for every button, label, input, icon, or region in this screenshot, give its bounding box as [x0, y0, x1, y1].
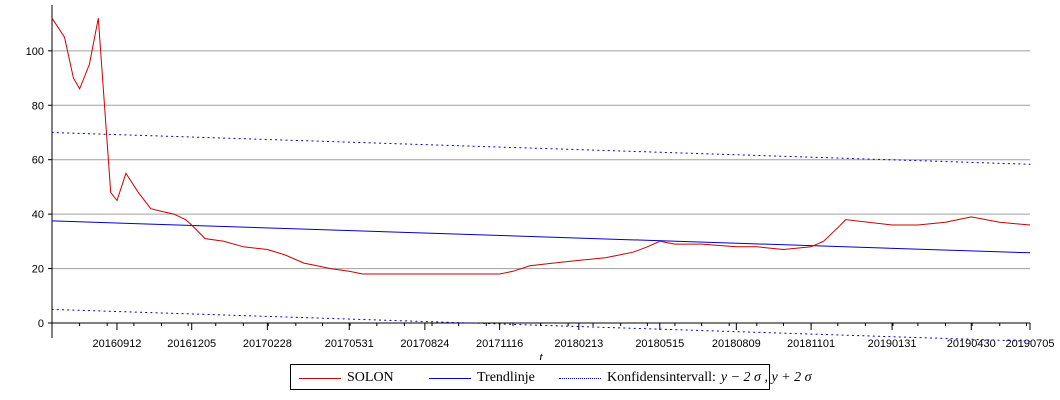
legend-math-confidence: y − 2 σ , y + 2 σ [720, 370, 812, 385]
legend: SOLON Trendlinje Konfidensintervall: y −… [290, 364, 812, 390]
legend-swatch-confidence [559, 377, 601, 379]
y-tick-label-40: 40 [32, 209, 44, 221]
x-tick-label-20181101: 20181101 [787, 338, 835, 350]
legend-item-solon: SOLON [299, 369, 394, 387]
x-axis-title: t [539, 349, 543, 360]
series-trendlinje [51, 220, 1031, 254]
x-tick-label-20161205: 20161205 [167, 338, 216, 350]
x-tick-label-20180809: 20180809 [712, 338, 761, 350]
series-confidence-upper [51, 132, 1031, 165]
y-tick-label-80: 80 [32, 100, 44, 112]
legend-label-solon: SOLON [347, 370, 394, 385]
x-tick-label-20180515: 20180515 [635, 338, 684, 350]
x-tick-label-20170228: 20170228 [243, 338, 292, 350]
legend-swatch-trend [429, 377, 471, 379]
x-tick-label-20170824: 20170824 [400, 338, 449, 350]
x-tick-label-20160912: 20160912 [92, 338, 141, 350]
legend-label-confidence: Konfidensintervall: [607, 370, 716, 385]
legend-item-confidence: Konfidensintervall: y − 2 σ , y + 2 σ [559, 369, 812, 387]
series-solon [51, 17, 1031, 275]
y-tick-label-20: 20 [32, 264, 44, 276]
x-tick-label-20190430: 20190430 [947, 338, 996, 350]
y-tick-label-60: 60 [32, 155, 44, 167]
series-group [51, 17, 1031, 342]
x-axis-ticks: 20160912 20161205 20170228 20170531 20170824… [51, 323, 1055, 350]
gridlines [52, 50, 1030, 270]
series-confidence-lower [51, 308, 1031, 342]
y-tick-label-100: 100 [26, 46, 44, 58]
legend-label-trend: Trendlinje [477, 370, 535, 385]
x-tick-label-20190705: 20190705 [1006, 338, 1055, 350]
y-tick-label-0: 0 [38, 318, 44, 330]
legend-item-trend: Trendlinje [429, 369, 535, 387]
legend-swatch-solon [299, 377, 341, 379]
x-tick-label-20171116: 20171116 [476, 338, 523, 350]
x-tick-label-20170531: 20170531 [325, 338, 374, 350]
x-tick-label-20190131: 20190131 [868, 338, 917, 350]
axes [51, 5, 1030, 338]
y-axis-ticks: 0 20 40 60 80 100 [26, 46, 52, 330]
x-tick-label-20180213: 20180213 [554, 338, 603, 350]
